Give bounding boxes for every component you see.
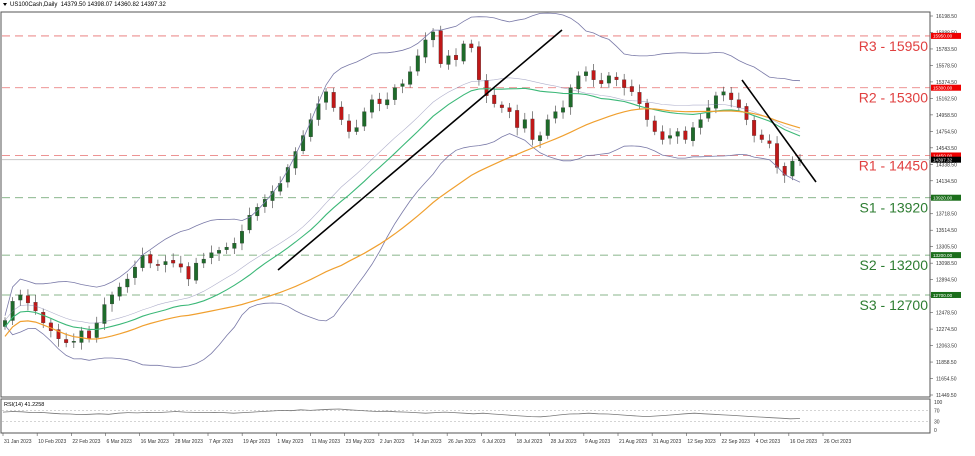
x-tick-label: 9 Aug 2023 (585, 439, 611, 445)
ma-fast-line (4, 87, 801, 330)
x-tick-label: 7 Apr 2023 (209, 439, 233, 445)
y-tick-label: 13514.50 (936, 228, 957, 234)
y-tick-label: 15783.50 (936, 47, 957, 53)
level-label-s3: S3 - 12700 (860, 297, 929, 313)
x-tick-label: 6 Mar 2023 (107, 439, 133, 445)
y-tick-label: 15374.50 (936, 80, 957, 86)
symbol-label: US100Cash,Daily (10, 2, 58, 8)
y-tick-label: 15162.50 (936, 96, 957, 102)
rsi-level-label: 70 (934, 408, 940, 414)
rsi-level-label: 0 (934, 428, 937, 434)
ohlc-values: 14379.50 14398.07 14360.82 14397.32 (60, 2, 166, 8)
x-tick-label: 6 Jul 2023 (482, 439, 505, 445)
x-tick-label: 28 Jul 2023 (551, 439, 577, 445)
y-tick-label: 14543.50 (936, 146, 957, 152)
level-price-tag: 12700.00 (933, 293, 953, 298)
x-tick-label: 22 Sep 2023 (722, 439, 751, 445)
x-tick-label: 16 Oct 2023 (790, 439, 817, 445)
uptrend-line[interactable] (277, 29, 563, 271)
dropdown-triangle-icon[interactable] (3, 2, 7, 6)
level-label-s1: S1 - 13920 (860, 200, 929, 216)
y-tick-label: 16198.50 (936, 14, 957, 20)
x-tick-label: 23 May 2023 (346, 439, 375, 445)
x-tick-label: 2 Jun 2023 (380, 439, 405, 445)
y-tick-label: 12478.50 (936, 311, 957, 317)
rsi-title: RSI(14) 41.2258 (4, 402, 45, 408)
level-label-r1: R1 - 14450 (859, 157, 928, 173)
level-price-tag: 13200.00 (933, 253, 953, 258)
level-price-tag: 15300.00 (933, 86, 953, 91)
x-tick-label: 4 Oct 2023 (756, 439, 781, 445)
level-price-tag: 14450.00 (933, 153, 953, 158)
x-tick-label: 26 Oct 2023 (824, 439, 851, 445)
y-tick-label: 12063.50 (936, 344, 957, 350)
rsi-line (2, 408, 801, 420)
rsi-level-label: 30 (934, 420, 940, 426)
x-tick-label: 16 Mar 2023 (141, 439, 169, 445)
ma-slow-line (4, 108, 801, 340)
level-label-r2: R2 - 15300 (859, 90, 928, 106)
chart-title: US100Cash,Daily 14379.50 14398.07 14360.… (3, 2, 166, 8)
x-tick-label: 28 Mar 2023 (175, 439, 203, 445)
y-tick-label: 14958.50 (936, 113, 957, 119)
main-pane (0, 11, 931, 398)
y-tick-label: 11654.50 (936, 377, 957, 383)
x-tick-label: 18 Jul 2023 (517, 439, 543, 445)
x-tick-label: 12 Sep 2023 (687, 439, 716, 445)
x-tick-label: 14 Jun 2023 (414, 439, 442, 445)
bollinger-lower (4, 133, 801, 368)
downtrend-line[interactable] (741, 79, 817, 183)
y-tick-label: 15578.50 (936, 63, 957, 69)
x-tick-label: 1 May 2023 (277, 439, 303, 445)
y-tick-label: 14754.50 (936, 129, 957, 135)
level-price-tag: 15950.00 (933, 34, 953, 39)
y-tick-label: 14338.50 (936, 162, 957, 168)
current-price-tag: 14397.32 (933, 157, 953, 162)
x-tick-label: 11 May 2023 (312, 439, 341, 445)
bollinger-mid (4, 77, 801, 324)
level-label-r3: R3 - 15950 (859, 38, 928, 54)
y-tick-label: 13305.50 (936, 245, 957, 251)
y-tick-label: 13718.50 (936, 212, 957, 218)
y-tick-label: 11858.50 (936, 360, 957, 366)
x-tick-label: 31 Jan 2023 (4, 439, 32, 445)
x-tick-label: 26 Jun 2023 (448, 439, 476, 445)
y-tick-label: 12274.50 (936, 327, 957, 333)
y-tick-label: 14134.50 (936, 179, 957, 185)
rsi-level-label: 100 (934, 400, 943, 406)
bollinger-upper (4, 12, 801, 316)
x-tick-label: 19 Apr 2023 (243, 439, 270, 445)
candles (3, 25, 802, 350)
level-price-tag: 13920.00 (933, 196, 953, 201)
x-tick-label: 21 Aug 2023 (619, 439, 647, 445)
y-tick-label: 12894.50 (936, 278, 957, 284)
x-tick-label: 31 Aug 2023 (653, 439, 681, 445)
x-tick-label: 22 Feb 2023 (72, 439, 100, 445)
rsi-pane (0, 398, 931, 434)
y-tick-label: 11449.50 (936, 393, 957, 399)
x-tick-label: 10 Feb 2023 (38, 439, 66, 445)
level-label-s2: S2 - 13200 (860, 257, 929, 273)
y-tick-label: 13098.50 (936, 261, 957, 267)
